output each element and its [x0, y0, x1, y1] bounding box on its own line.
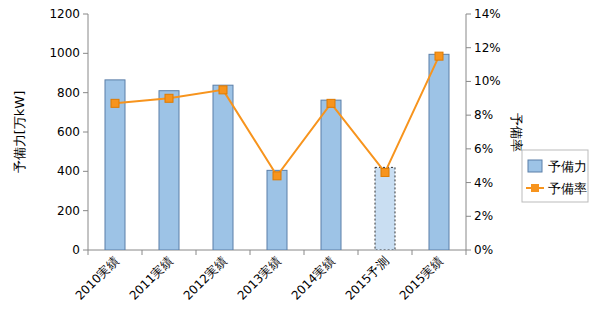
x-tick	[466, 250, 467, 255]
y2-tick	[466, 81, 471, 82]
y2-tick	[466, 148, 471, 149]
y-tick	[83, 132, 88, 133]
legend-label: 予備率	[548, 181, 587, 196]
plot-marks	[105, 52, 449, 250]
marker	[381, 168, 389, 176]
marker	[111, 99, 119, 107]
legend-box	[522, 150, 588, 202]
y-axis-line	[88, 14, 89, 250]
y2-tick	[466, 47, 471, 48]
y2-tick	[466, 115, 471, 116]
x-tick	[142, 250, 143, 255]
marker	[165, 94, 173, 102]
marker	[273, 172, 281, 180]
x-tick-label: 2012実績	[181, 254, 229, 302]
y2-tick-label: 14%	[474, 7, 501, 21]
line	[115, 56, 439, 176]
x-tick	[358, 250, 359, 255]
x-tick-label: 2015予測	[343, 254, 391, 302]
y2-tick-label: 6%	[474, 142, 493, 156]
y-tick	[83, 171, 88, 172]
y2-tick-label: 0%	[474, 243, 493, 257]
legend-marker	[531, 184, 539, 192]
y2-tick-label: 12%	[474, 41, 501, 55]
x-tick	[88, 250, 89, 255]
y-axis-title: 予備力[万kW]	[12, 91, 27, 174]
y-tick-label: 400	[57, 164, 80, 178]
y-tick	[83, 210, 88, 211]
y-tick-label: 0	[72, 243, 80, 257]
legend-label: 予備力	[548, 159, 587, 174]
y-tick-label: 1200	[49, 7, 80, 21]
x-tick	[304, 250, 305, 255]
y2-tick	[466, 250, 471, 251]
marker	[327, 99, 335, 107]
y2-tick	[466, 14, 471, 15]
y-tick	[83, 250, 88, 251]
y2-tick-label: 4%	[474, 176, 493, 190]
y-tick	[83, 92, 88, 93]
marker	[435, 52, 443, 60]
y2-tick	[466, 182, 471, 183]
bar	[429, 54, 449, 250]
y-tick	[83, 14, 88, 15]
y2-tick	[466, 216, 471, 217]
x-tick	[412, 250, 413, 255]
bar	[105, 80, 125, 250]
legend-swatch	[528, 160, 542, 172]
x-tick-label: 2010実績	[73, 254, 121, 302]
y2-tick-label: 8%	[474, 108, 493, 122]
marker	[219, 86, 227, 94]
y-tick-label: 1000	[49, 46, 80, 60]
y-tick-label: 200	[57, 204, 80, 218]
chart-container: 0 200 400 600 800 1000 1200 0% 2% 4% 6% 8% 10% 12% 14%…	[0, 0, 591, 326]
chart-svg: 0 200 400 600 800 1000 1200 0% 2% 4% 6% 8% 10% 12% 14%…	[0, 0, 591, 326]
x-tick-label: 2014実績	[289, 254, 337, 302]
y-tick-label: 600	[57, 125, 80, 139]
bar	[375, 167, 395, 250]
x-tick-label: 2015実績	[397, 254, 445, 302]
y2-axis-title: 予備率	[509, 113, 524, 152]
bar	[321, 100, 341, 250]
bar	[159, 91, 179, 250]
y2-tick-label: 10%	[474, 74, 501, 88]
x-tick-label: 2011実績	[127, 254, 175, 302]
x-tick	[196, 250, 197, 255]
bar	[213, 85, 233, 250]
y-tick-label: 800	[57, 86, 80, 100]
y-tick	[83, 53, 88, 54]
bar	[267, 170, 287, 250]
x-tick-label: 2013実績	[235, 254, 283, 302]
x-tick	[250, 250, 251, 255]
y2-tick-label: 2%	[474, 209, 493, 223]
y2-axis-line	[466, 14, 467, 250]
